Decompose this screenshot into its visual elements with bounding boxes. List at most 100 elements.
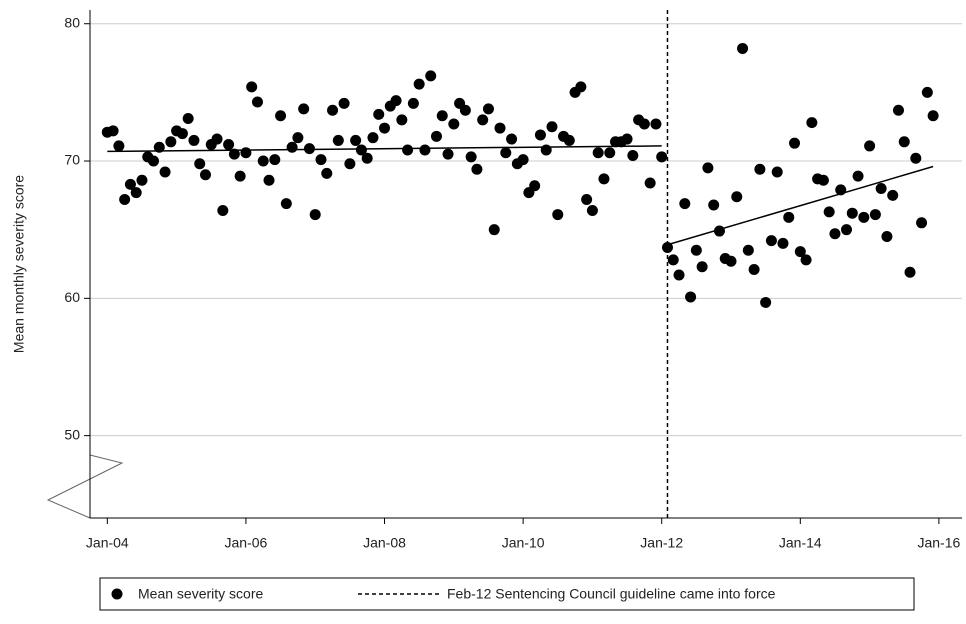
- data-point: [124, 178, 136, 190]
- data-point: [638, 118, 650, 130]
- data-point: [506, 133, 518, 145]
- data-point: [673, 269, 685, 281]
- data-point: [829, 228, 841, 240]
- data-point: [771, 166, 783, 178]
- data-point: [344, 158, 356, 170]
- data-point: [598, 173, 610, 185]
- x-tick-label: Jan-16: [917, 535, 960, 551]
- data-point: [887, 189, 899, 201]
- y-tick-label: 70: [64, 152, 80, 168]
- data-point: [881, 231, 893, 243]
- data-point: [390, 95, 402, 107]
- data-point: [373, 108, 385, 120]
- data-point: [136, 174, 148, 186]
- data-point: [471, 163, 483, 175]
- data-point: [159, 166, 171, 178]
- data-point: [332, 134, 344, 146]
- data-point: [263, 174, 275, 186]
- data-point: [269, 154, 281, 166]
- data-point: [257, 155, 269, 167]
- data-point: [725, 255, 737, 267]
- data-point: [217, 204, 229, 216]
- data-point: [777, 237, 789, 249]
- data-point: [402, 144, 414, 156]
- data-point: [379, 122, 391, 134]
- data-point: [921, 86, 933, 98]
- data-point: [841, 224, 853, 236]
- data-point: [211, 133, 223, 145]
- data-point: [794, 246, 806, 258]
- data-point: [251, 96, 263, 108]
- data-point: [592, 147, 604, 159]
- data-point: [864, 140, 876, 152]
- data-point: [563, 134, 575, 146]
- data-point: [442, 148, 454, 160]
- data-point: [113, 140, 125, 152]
- legend-label: Mean severity score: [138, 586, 263, 602]
- data-point: [413, 78, 425, 90]
- data-point: [875, 182, 887, 194]
- data-point: [119, 193, 131, 205]
- data-point: [742, 244, 754, 256]
- x-tick-label: Jan-04: [86, 535, 129, 551]
- data-point: [661, 242, 673, 254]
- data-point: [685, 291, 697, 303]
- data-point: [228, 148, 240, 160]
- data-point: [292, 132, 304, 144]
- data-point: [459, 104, 471, 116]
- data-point: [679, 198, 691, 210]
- data-point: [355, 144, 367, 156]
- data-point: [760, 296, 772, 308]
- data-point: [223, 139, 235, 151]
- data-point: [835, 184, 847, 196]
- data-point: [303, 143, 315, 155]
- legend-label: Feb-12 Sentencing Council guideline came…: [447, 586, 776, 602]
- data-point: [621, 133, 633, 145]
- data-point: [748, 263, 760, 275]
- data-point: [713, 225, 725, 237]
- data-point: [315, 154, 327, 166]
- data-point: [148, 155, 160, 167]
- data-point: [916, 217, 928, 229]
- data-point: [540, 144, 552, 156]
- data-point: [586, 204, 598, 216]
- data-point: [275, 110, 287, 122]
- data-point: [321, 167, 333, 179]
- legend-box: [99, 577, 915, 611]
- data-point: [737, 42, 749, 54]
- data-point: [754, 163, 766, 175]
- data-point: [546, 121, 558, 133]
- data-point: [708, 199, 720, 211]
- data-point: [199, 169, 211, 181]
- x-tick-label: Jan-10: [502, 535, 545, 551]
- data-point: [552, 209, 564, 221]
- data-point: [176, 128, 188, 140]
- data-point: [477, 114, 489, 126]
- data-point: [500, 147, 512, 159]
- data-point: [350, 134, 362, 146]
- y-tick-label: 60: [64, 289, 80, 305]
- data-point: [644, 177, 656, 189]
- data-point: [425, 70, 437, 82]
- data-point: [800, 254, 812, 266]
- data-point: [188, 134, 200, 146]
- data-point: [892, 104, 904, 116]
- data-point: [581, 193, 593, 205]
- data-point: [153, 141, 165, 153]
- data-point: [627, 150, 639, 162]
- data-point: [327, 104, 339, 116]
- data-point: [194, 158, 206, 170]
- data-point: [298, 103, 310, 115]
- data-point: [927, 110, 939, 122]
- x-tick-label: Jan-14: [779, 535, 822, 551]
- data-point: [286, 141, 298, 153]
- x-tick-label: Jan-12: [640, 535, 683, 551]
- trend-line: [667, 165, 934, 246]
- data-point: [338, 97, 350, 109]
- data-point: [465, 151, 477, 163]
- data-point: [783, 211, 795, 223]
- data-point: [130, 187, 142, 199]
- data-point: [246, 81, 258, 93]
- data-point: [702, 162, 714, 174]
- data-point: [806, 117, 818, 129]
